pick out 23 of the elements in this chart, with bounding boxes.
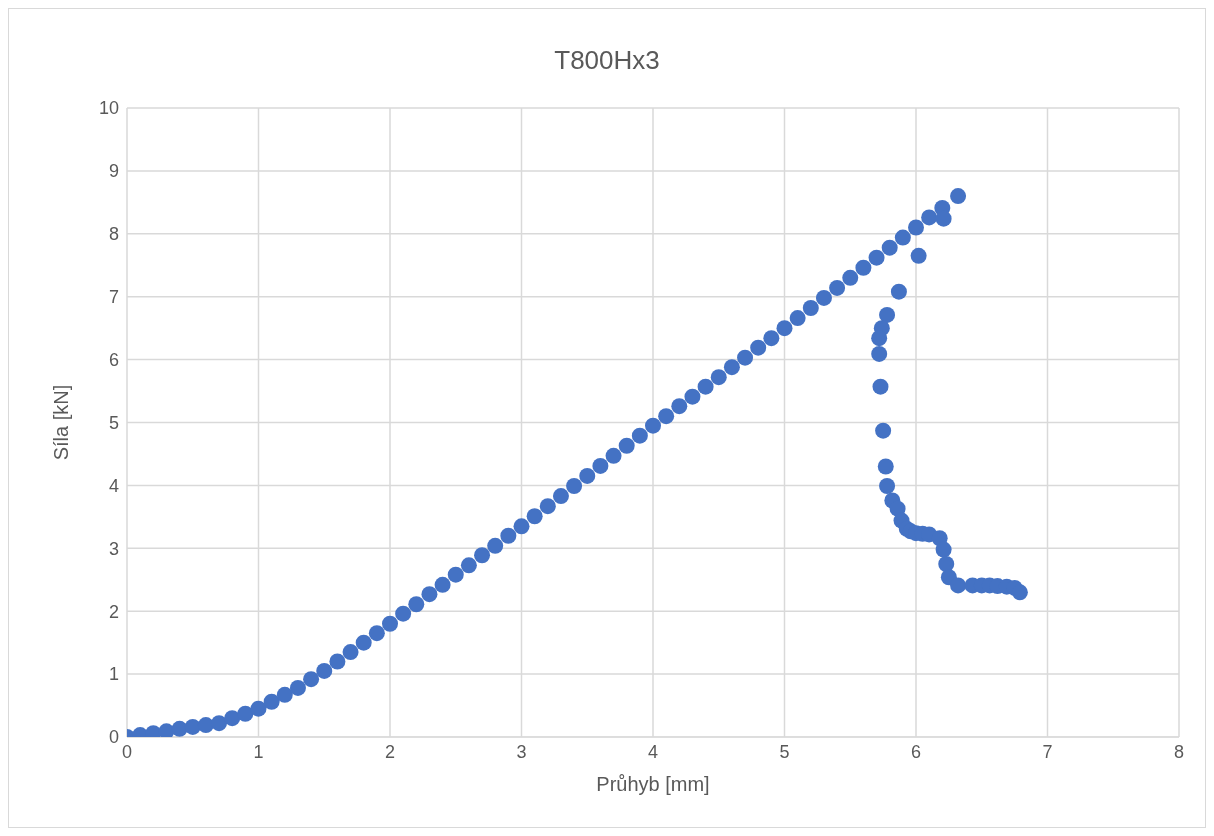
y-tick-label: 9: [108, 161, 119, 182]
x-tick-label: 4: [647, 741, 659, 762]
x-tick-label: 2: [384, 741, 396, 762]
y-tick-label: 0: [108, 727, 119, 748]
y-tick-label: 3: [108, 538, 119, 559]
x-axis-title: Průhyb [mm]: [596, 773, 710, 795]
y-tick-label: 1: [108, 664, 119, 685]
x-tick-label: 6: [910, 741, 922, 762]
y-tick-label: 7: [108, 287, 119, 308]
chart-title: T800Hx3: [553, 45, 661, 76]
x-tick-label: 1: [253, 741, 264, 762]
y-tick-label: 5: [108, 412, 119, 433]
x-tick-label: 3: [516, 741, 527, 762]
y-tick-label: 6: [108, 349, 119, 370]
x-tick-label: 7: [1042, 741, 1053, 762]
y-axis-title: Síla [kN]: [50, 384, 73, 461]
x-tick-label: 8: [1173, 741, 1185, 762]
y-tick-label: 4: [108, 475, 119, 496]
x-tick-label: 5: [779, 741, 790, 762]
x-tick-label: 0: [121, 741, 133, 762]
y-tick-label: 8: [108, 224, 119, 245]
y-tick-label: 2: [108, 601, 119, 622]
y-tick-label: 10: [98, 98, 119, 119]
